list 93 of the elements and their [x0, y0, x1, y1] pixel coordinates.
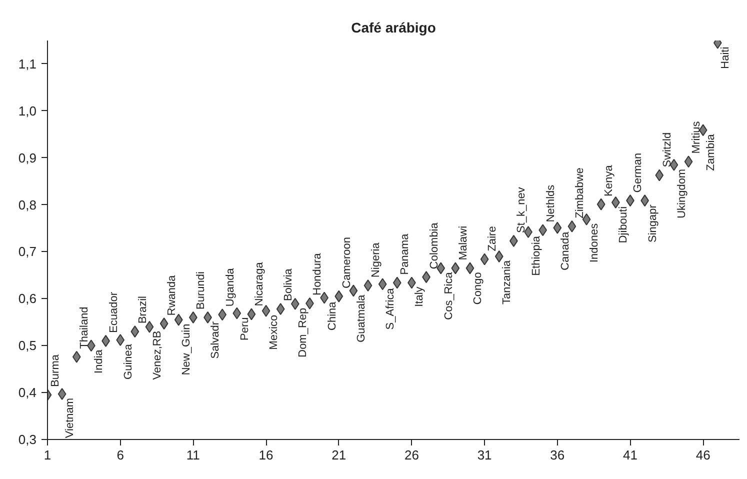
point: [655, 169, 664, 182]
data-label: Uganda: [224, 267, 236, 307]
data-label: Ethiopia: [530, 235, 542, 276]
data-label: Venez,RB: [151, 330, 164, 380]
data-label: Mexico: [268, 314, 280, 350]
data-label: Guinea: [122, 343, 134, 380]
data-label: Dom_Rep: [297, 308, 310, 358]
data-label: China: [326, 300, 338, 330]
data-label: Kenya: [603, 164, 616, 196]
data-label: Singapr: [646, 204, 659, 242]
y-tick-label: 0,3: [18, 432, 37, 447]
point: [582, 213, 591, 226]
data-label: Cos_Rica: [442, 271, 455, 320]
data-label: Ukingdom: [676, 168, 688, 218]
data-label: Brazil: [136, 296, 149, 324]
data-label: Hondura: [312, 252, 324, 296]
x-tick-label: 21: [332, 448, 346, 462]
point: [130, 326, 140, 338]
data-label: Italy: [414, 286, 426, 307]
x-tick-label: 46: [696, 448, 710, 462]
data-label: Nethlds: [544, 184, 557, 222]
point: [494, 250, 504, 262]
data-label: Switzld: [661, 132, 674, 168]
point: [364, 280, 372, 292]
x-tick-label: 16: [258, 448, 274, 462]
data-label: Colombia: [428, 222, 440, 270]
data-label: Zaire: [486, 226, 499, 252]
y-tick-label: 0,7: [18, 244, 37, 260]
point: [290, 298, 300, 310]
point: [684, 156, 693, 168]
data-label: Ecuador: [108, 292, 120, 333]
data-label: Nicaraga: [253, 261, 266, 306]
y-tick-label: 0,4: [18, 385, 37, 400]
data-label: S_Africa: [384, 287, 397, 330]
point: [480, 253, 489, 266]
data-label: Burma: [50, 354, 62, 387]
y-tick-label: 0,8: [18, 197, 37, 212]
x-tick-label: 6: [116, 448, 124, 462]
point: [334, 290, 344, 302]
data-label: Peru: [238, 317, 251, 340]
chart-title: Café arábigo: [351, 20, 436, 36]
data-label: Djibouti: [618, 206, 630, 244]
data-label: Zambia: [705, 133, 718, 171]
point: [553, 222, 562, 234]
point: [466, 262, 474, 274]
y-tick-label: 0,9: [18, 150, 37, 166]
data-label: Haiti: [720, 46, 732, 69]
data-label: Rwanda: [166, 274, 178, 316]
x-tick-label: 41: [623, 448, 638, 462]
point: [378, 278, 387, 290]
point: [568, 220, 576, 232]
data-label: New_Guin: [180, 324, 193, 376]
x-tick-label: 11: [186, 448, 200, 462]
data-label: Guatmala: [355, 294, 368, 342]
point: [160, 318, 168, 330]
point: [58, 388, 66, 400]
y-tick-label: 1,1: [18, 56, 37, 72]
point: [232, 307, 242, 320]
point: [276, 303, 285, 316]
data-label: German: [632, 152, 644, 193]
point: [116, 334, 125, 346]
data-label: Burundi: [195, 272, 208, 310]
data-label: India: [93, 348, 106, 374]
data-label: Cameroon: [340, 236, 353, 288]
y-tick-label: 0,5: [18, 338, 37, 354]
data-label: Bolivia: [282, 268, 295, 302]
data-label: Malawi: [457, 226, 470, 260]
data-label: Tanzania: [501, 260, 514, 304]
data-label: St_k_nev: [516, 186, 528, 233]
point: [349, 284, 358, 297]
data-label: Zimbabwe: [574, 168, 586, 218]
point: [596, 198, 606, 210]
point: [174, 314, 183, 326]
x-tick-label: 31: [477, 448, 492, 462]
data-label: Salvadr: [210, 321, 222, 359]
data-label: Congo: [472, 272, 484, 305]
x-tick-label: 1: [44, 448, 52, 462]
data-label: Thailand: [78, 306, 91, 349]
data-label: Mritius: [690, 120, 703, 154]
x-tick-label: 26: [404, 448, 419, 462]
data-label: Vietnam: [64, 398, 76, 438]
x-tick-label: 36: [550, 448, 565, 462]
point: [72, 350, 81, 363]
point: [247, 308, 256, 320]
point: [145, 320, 154, 333]
y-tick-label: 0,6: [18, 291, 37, 306]
y-tick-label: 1,0: [18, 103, 37, 118]
data-label: Canada: [559, 230, 572, 270]
data-label: Nigeria: [370, 242, 382, 278]
data-label: Panama: [399, 232, 412, 275]
point: [262, 304, 270, 317]
point: [392, 276, 402, 289]
data-label: Indones: [588, 222, 601, 262]
